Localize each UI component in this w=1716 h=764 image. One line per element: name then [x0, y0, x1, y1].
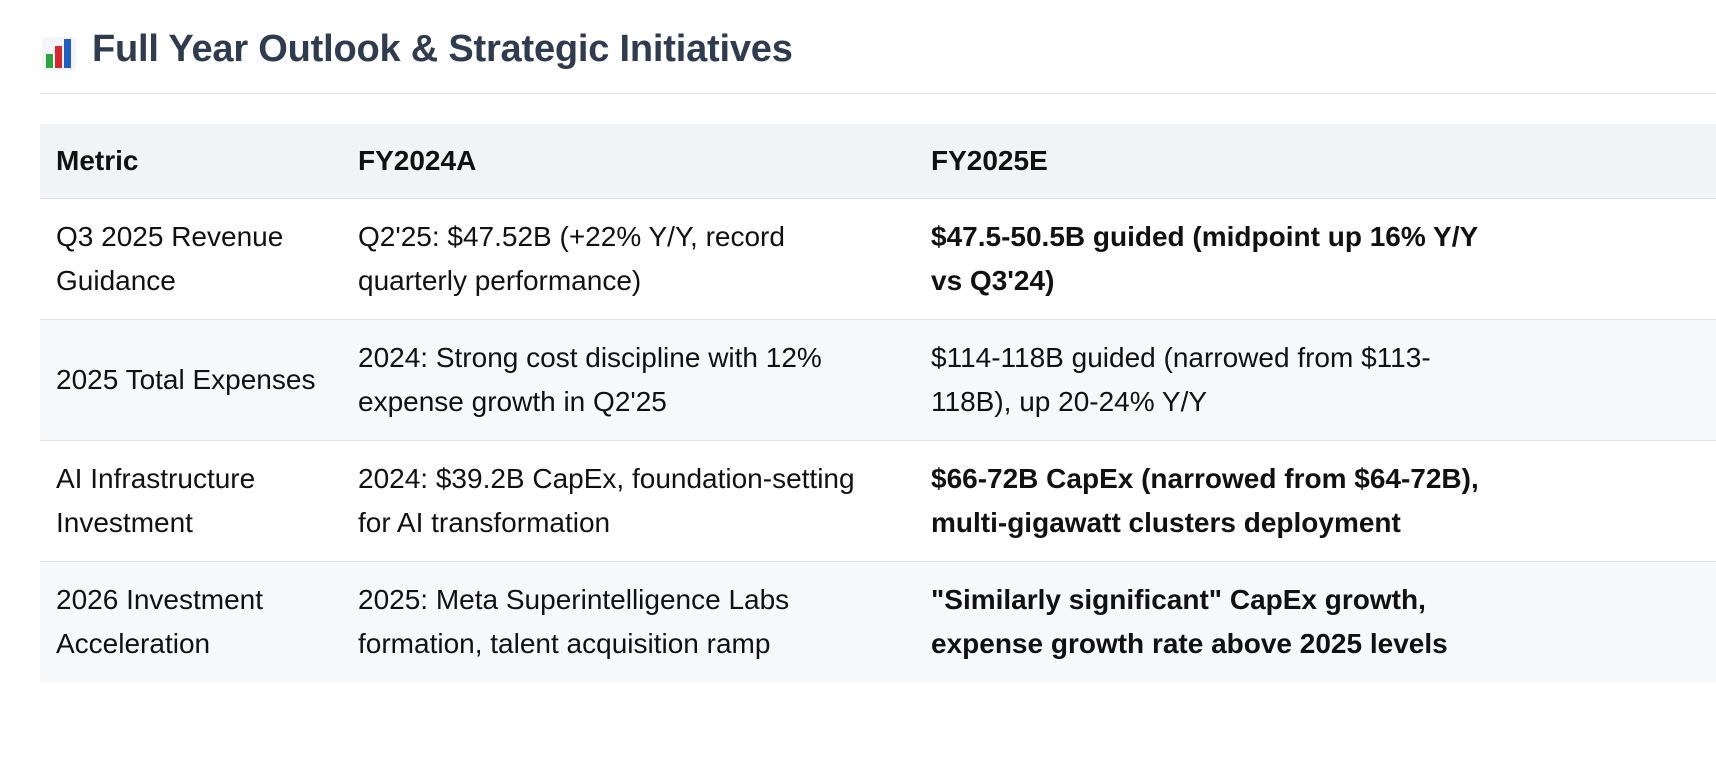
column-header-fy2025e: FY2025E — [915, 124, 1716, 199]
cell-metric: AI Infrastructure Investment — [40, 440, 342, 562]
table-header-row: Metric FY2024A FY2025E — [40, 124, 1716, 199]
cell-fy2024a: 2024: Strong cost discipline with 12% ex… — [342, 319, 915, 441]
cell-fy2025e: $114-118B guided (narrowed from $113- 11… — [915, 319, 1716, 441]
section-title: Full Year Outlook & Strategic Initiative… — [92, 28, 793, 70]
outlook-table: Metric FY2024A FY2025E Q3 2025 Revenue G… — [40, 124, 1716, 682]
section-header: Full Year Outlook & Strategic Initiative… — [40, 0, 1716, 94]
cell-fy2024a: 2025: Meta Superintelligence Labs format… — [342, 561, 915, 682]
table-row: 2025 Total Expenses 2024: Strong cost di… — [40, 319, 1716, 441]
cell-metric: 2025 Total Expenses — [40, 319, 342, 441]
cell-fy2024a: 2024: $39.2B CapEx, foundation-setting f… — [342, 440, 915, 562]
cell-fy2024a: Q2'25: $47.52B (+22% Y/Y, record quarter… — [342, 198, 915, 320]
cell-fy2025e: $47.5-50.5B guided (midpoint up 16% Y/Y … — [915, 198, 1716, 320]
table-row: AI Infrastructure Investment 2024: $39.2… — [40, 440, 1716, 562]
table-row: Q3 2025 Revenue Guidance Q2'25: $47.52B … — [40, 198, 1716, 320]
cell-metric: 2026 Investment Acceleration — [40, 561, 342, 682]
column-header-metric: Metric — [40, 124, 342, 199]
outlook-section: Full Year Outlook & Strategic Initiative… — [40, 0, 1716, 682]
column-header-fy2024a: FY2024A — [342, 124, 915, 199]
cell-metric: Q3 2025 Revenue Guidance — [40, 198, 342, 320]
cell-fy2025e: $66-72B CapEx (narrowed from $64-72B), m… — [915, 440, 1716, 562]
cell-fy2025e: "Similarly significant" CapEx growth, ex… — [915, 561, 1716, 682]
bar-chart-icon — [42, 36, 76, 71]
table-row: 2026 Investment Acceleration 2025: Meta … — [40, 561, 1716, 682]
